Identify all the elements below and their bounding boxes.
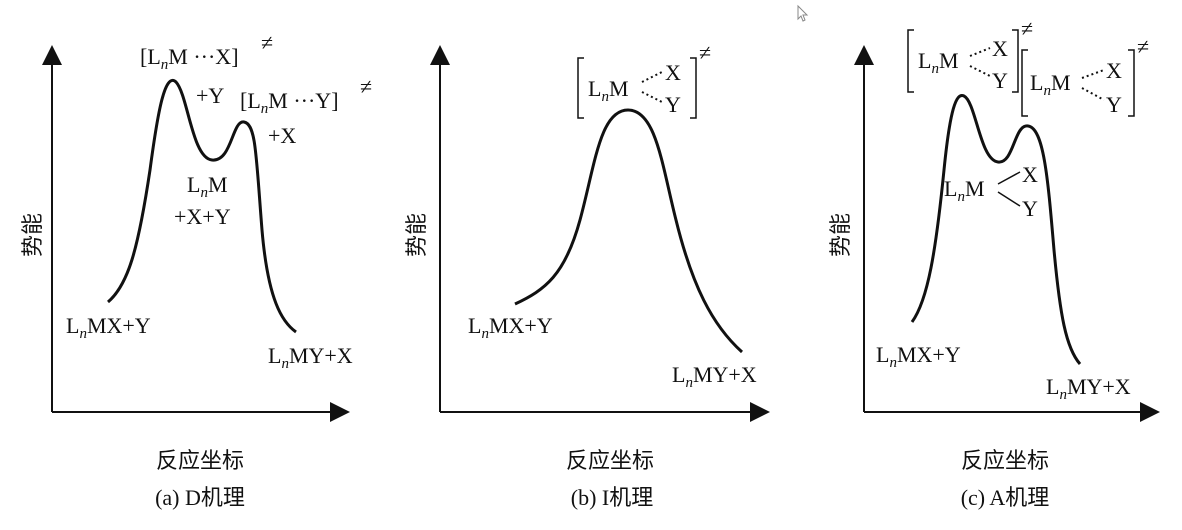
svg-text:Y: Y <box>992 68 1008 93</box>
y-axis-label: 势能 <box>829 213 854 257</box>
ts2-label: [LnM ···Y] ≠ +X <box>240 74 372 148</box>
svg-text:X: X <box>1022 162 1038 187</box>
energy-curve <box>514 108 744 354</box>
svg-text:Y: Y <box>1022 196 1038 221</box>
svg-text:+X+Y: +X+Y <box>174 204 231 229</box>
ts2-label: LnM X Y ≠ <box>1021 34 1149 117</box>
caption: (b) I机理 <box>571 485 653 510</box>
energy-curve <box>910 94 1082 365</box>
svg-text:≠: ≠ <box>699 40 711 65</box>
svg-text:+Y: +Y <box>196 83 224 108</box>
svg-text:X: X <box>992 36 1008 61</box>
svg-text:LnM: LnM <box>1030 70 1071 99</box>
svg-text:[LnM ···X]: [LnM ···X] <box>140 44 239 73</box>
reactant-label: LnMX+Y <box>66 313 151 342</box>
reactant-label: LnMX+Y <box>468 313 553 342</box>
panel-a-mechanism: 势能 反应坐标 (c) A机理 LnM X Y ≠ LnM X Y ≠ <box>829 16 1160 510</box>
ts1-label: [LnM ···X] ≠ +Y <box>140 30 273 108</box>
ts1-label: LnM X Y ≠ <box>907 16 1033 93</box>
x-axis-label: 反应坐标 <box>156 449 244 474</box>
svg-text:LnM: LnM <box>944 176 985 205</box>
y-axis-label: 势能 <box>21 213 46 257</box>
svg-text:Y: Y <box>665 92 681 117</box>
product-label: LnMY+X <box>1046 374 1131 403</box>
svg-text:[LnM ···Y]: [LnM ···Y] <box>240 88 339 117</box>
svg-text:≠: ≠ <box>1137 34 1149 59</box>
cursor-arrow-icon <box>797 4 809 22</box>
product-label: LnMY+X <box>672 362 757 391</box>
panel-i-mechanism: 势能 反应坐标 (b) I机理 LnM X Y ≠ LnMX+Y LnMY+X <box>405 40 770 510</box>
svg-text:+X: +X <box>268 123 296 148</box>
ts-label: LnM X Y ≠ <box>577 40 711 119</box>
caption: (c) A机理 <box>961 485 1050 510</box>
x-axis-label: 反应坐标 <box>961 449 1049 474</box>
svg-text:≠: ≠ <box>1021 16 1033 41</box>
y-axis-label: 势能 <box>405 213 430 257</box>
caption: (a) D机理 <box>155 485 245 510</box>
svg-text:Y: Y <box>1106 92 1122 117</box>
svg-text:LnM: LnM <box>588 76 629 105</box>
product-label: LnMY+X <box>268 343 353 372</box>
panel-d-mechanism: 势能 反应坐标 (a) D机理 [LnM ···X] ≠ +Y [LnM ···… <box>21 30 372 510</box>
x-axis-label: 反应坐标 <box>566 449 654 474</box>
intermediate-label: LnM X Y <box>944 162 1038 221</box>
svg-text:LnM: LnM <box>918 48 959 77</box>
svg-text:X: X <box>665 60 681 85</box>
reactant-label: LnMX+Y <box>876 342 961 371</box>
svg-text:X: X <box>1106 58 1122 83</box>
intermediate-label: LnM +X+Y <box>174 172 231 229</box>
svg-text:LnM: LnM <box>187 172 228 201</box>
energy-curve <box>107 78 297 334</box>
svg-text:≠: ≠ <box>360 74 372 99</box>
svg-text:≠: ≠ <box>261 30 273 55</box>
